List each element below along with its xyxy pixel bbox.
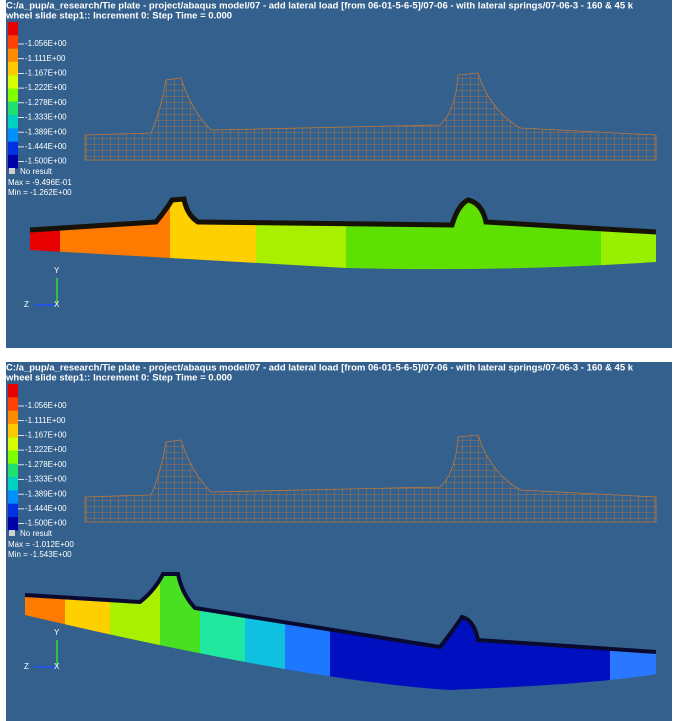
legend-label: -1.444E+00 (25, 142, 67, 151)
min-label: Min = -1.543E+00 (8, 550, 72, 559)
legend-swatch (8, 49, 18, 62)
legend-swatch (8, 115, 18, 128)
legend-label: -1.167E+00 (25, 69, 67, 78)
legend-swatch (8, 35, 18, 48)
legend-swatch (8, 75, 18, 88)
legend-swatch (8, 424, 18, 437)
legend-label: -1.500E+00 (25, 157, 67, 166)
legend-swatch (8, 504, 18, 517)
min-label: Min = -1.262E+00 (8, 188, 72, 197)
legend-label: -1.278E+00 (25, 98, 67, 107)
legend-swatch (8, 517, 18, 530)
no-result-label: No result (20, 529, 53, 538)
legend-label: -1.222E+00 (25, 445, 67, 454)
no-result-label: No result (20, 167, 53, 176)
background (6, 0, 672, 348)
legend-swatch (8, 411, 18, 424)
header-step: wheel slide step1:: Increment 0: Step Ti… (6, 373, 232, 384)
legend-swatch (8, 128, 18, 141)
legend-label: -1.444E+00 (25, 504, 67, 513)
max-label: Max = -9.496E-01 (8, 178, 72, 187)
legend-swatch (8, 464, 18, 477)
legend-swatch (8, 384, 18, 397)
triad-z-label: Z (24, 662, 29, 671)
legend-swatch (8, 102, 18, 115)
legend-label: -1.056E+00 (25, 39, 67, 48)
triad-y-label: Y (54, 628, 60, 637)
viewport: C:/a_pup/a_research/Tie plate - project/… (6, 0, 672, 348)
page: C:/a_pup/a_research/Tie plate - project/… (0, 0, 675, 721)
triad-z-label: Z (24, 300, 29, 309)
legend-label: -1.333E+00 (25, 113, 67, 122)
triad-x-label: X (54, 662, 60, 671)
triad-x-label: X (54, 300, 60, 309)
triad-y-label: Y (54, 266, 60, 275)
legend-label: -1.056E+00 (25, 401, 67, 410)
legend-label: -1.500E+00 (25, 519, 67, 528)
legend-label: -1.111E+00 (25, 54, 66, 63)
legend-label: -1.167E+00 (25, 431, 67, 440)
legend-swatch (8, 437, 18, 450)
no-result-swatch (9, 168, 15, 174)
legend-swatch (8, 451, 18, 464)
legend-swatch (8, 155, 18, 168)
legend-swatch (8, 89, 18, 102)
legend-swatch (8, 22, 18, 35)
max-label: Max = -1.012E+00 (8, 540, 74, 549)
legend-swatch (8, 397, 18, 410)
header-step: wheel slide step1:: Increment 0: Step Ti… (6, 11, 232, 22)
legend-label: -1.389E+00 (25, 127, 67, 136)
legend-swatch (8, 62, 18, 75)
viewport: C:/a_pup/a_research/Tie plate - project/… (6, 362, 672, 721)
legend-swatch (8, 142, 18, 155)
legend-swatch (8, 490, 18, 503)
legend-label: -1.111E+00 (25, 416, 66, 425)
legend-label: -1.389E+00 (25, 489, 67, 498)
no-result-swatch (9, 530, 15, 536)
legend-label: -1.333E+00 (25, 475, 67, 484)
legend-label: -1.222E+00 (25, 83, 67, 92)
legend-swatch (8, 477, 18, 490)
legend-label: -1.278E+00 (25, 460, 67, 469)
